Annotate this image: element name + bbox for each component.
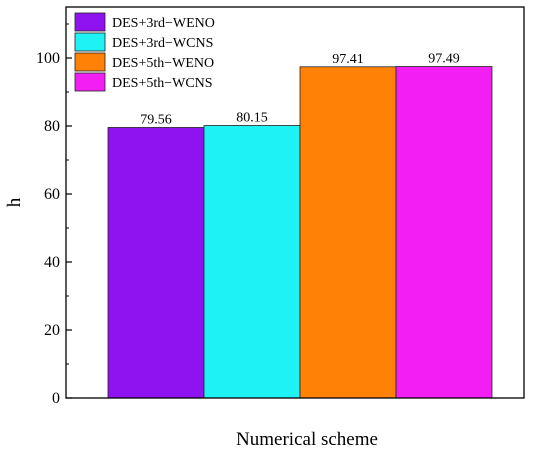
legend-label: DES+3rd−WCNS bbox=[112, 36, 213, 51]
legend: DES+3rd−WENO DES+3rd−WCNS DES+5th−WENO DES+… bbox=[74, 12, 215, 92]
bar bbox=[395, 66, 493, 399]
bars-group bbox=[107, 66, 493, 399]
legend-swatch bbox=[74, 72, 106, 92]
legend-swatch bbox=[74, 52, 106, 72]
bar-value-label: 79.56 bbox=[140, 112, 172, 127]
bar-value-label: 97.49 bbox=[428, 52, 460, 67]
y-tick-label: 0 bbox=[52, 390, 60, 407]
y-tick-label: 80 bbox=[44, 118, 60, 135]
legend-swatch bbox=[74, 12, 106, 32]
y-tick-label: 60 bbox=[44, 186, 60, 203]
legend-swatch bbox=[74, 32, 106, 52]
y-tick-label: 20 bbox=[44, 322, 60, 339]
x-axis-title: Numerical scheme bbox=[236, 429, 378, 450]
bar bbox=[203, 125, 301, 399]
legend-label: DES+5th−WCNS bbox=[112, 76, 213, 91]
y-axis-ticks: 0 20 40 60 80 100 bbox=[36, 23, 72, 407]
legend-label: DES+3rd−WENO bbox=[112, 16, 215, 31]
plot-frame bbox=[65, 6, 525, 399]
y-tick-label: 40 bbox=[44, 254, 60, 271]
bar bbox=[299, 66, 397, 399]
bar bbox=[107, 127, 205, 399]
y-axis-title: h bbox=[4, 197, 25, 207]
legend-label: DES+5th−WENO bbox=[112, 56, 214, 71]
y-tick-label: 100 bbox=[36, 50, 60, 67]
bar-value-label: 97.41 bbox=[332, 52, 364, 67]
value-labels-group: 79.56 80.15 97.41 97.49 bbox=[140, 52, 460, 128]
bar-value-label: 80.15 bbox=[236, 110, 268, 125]
